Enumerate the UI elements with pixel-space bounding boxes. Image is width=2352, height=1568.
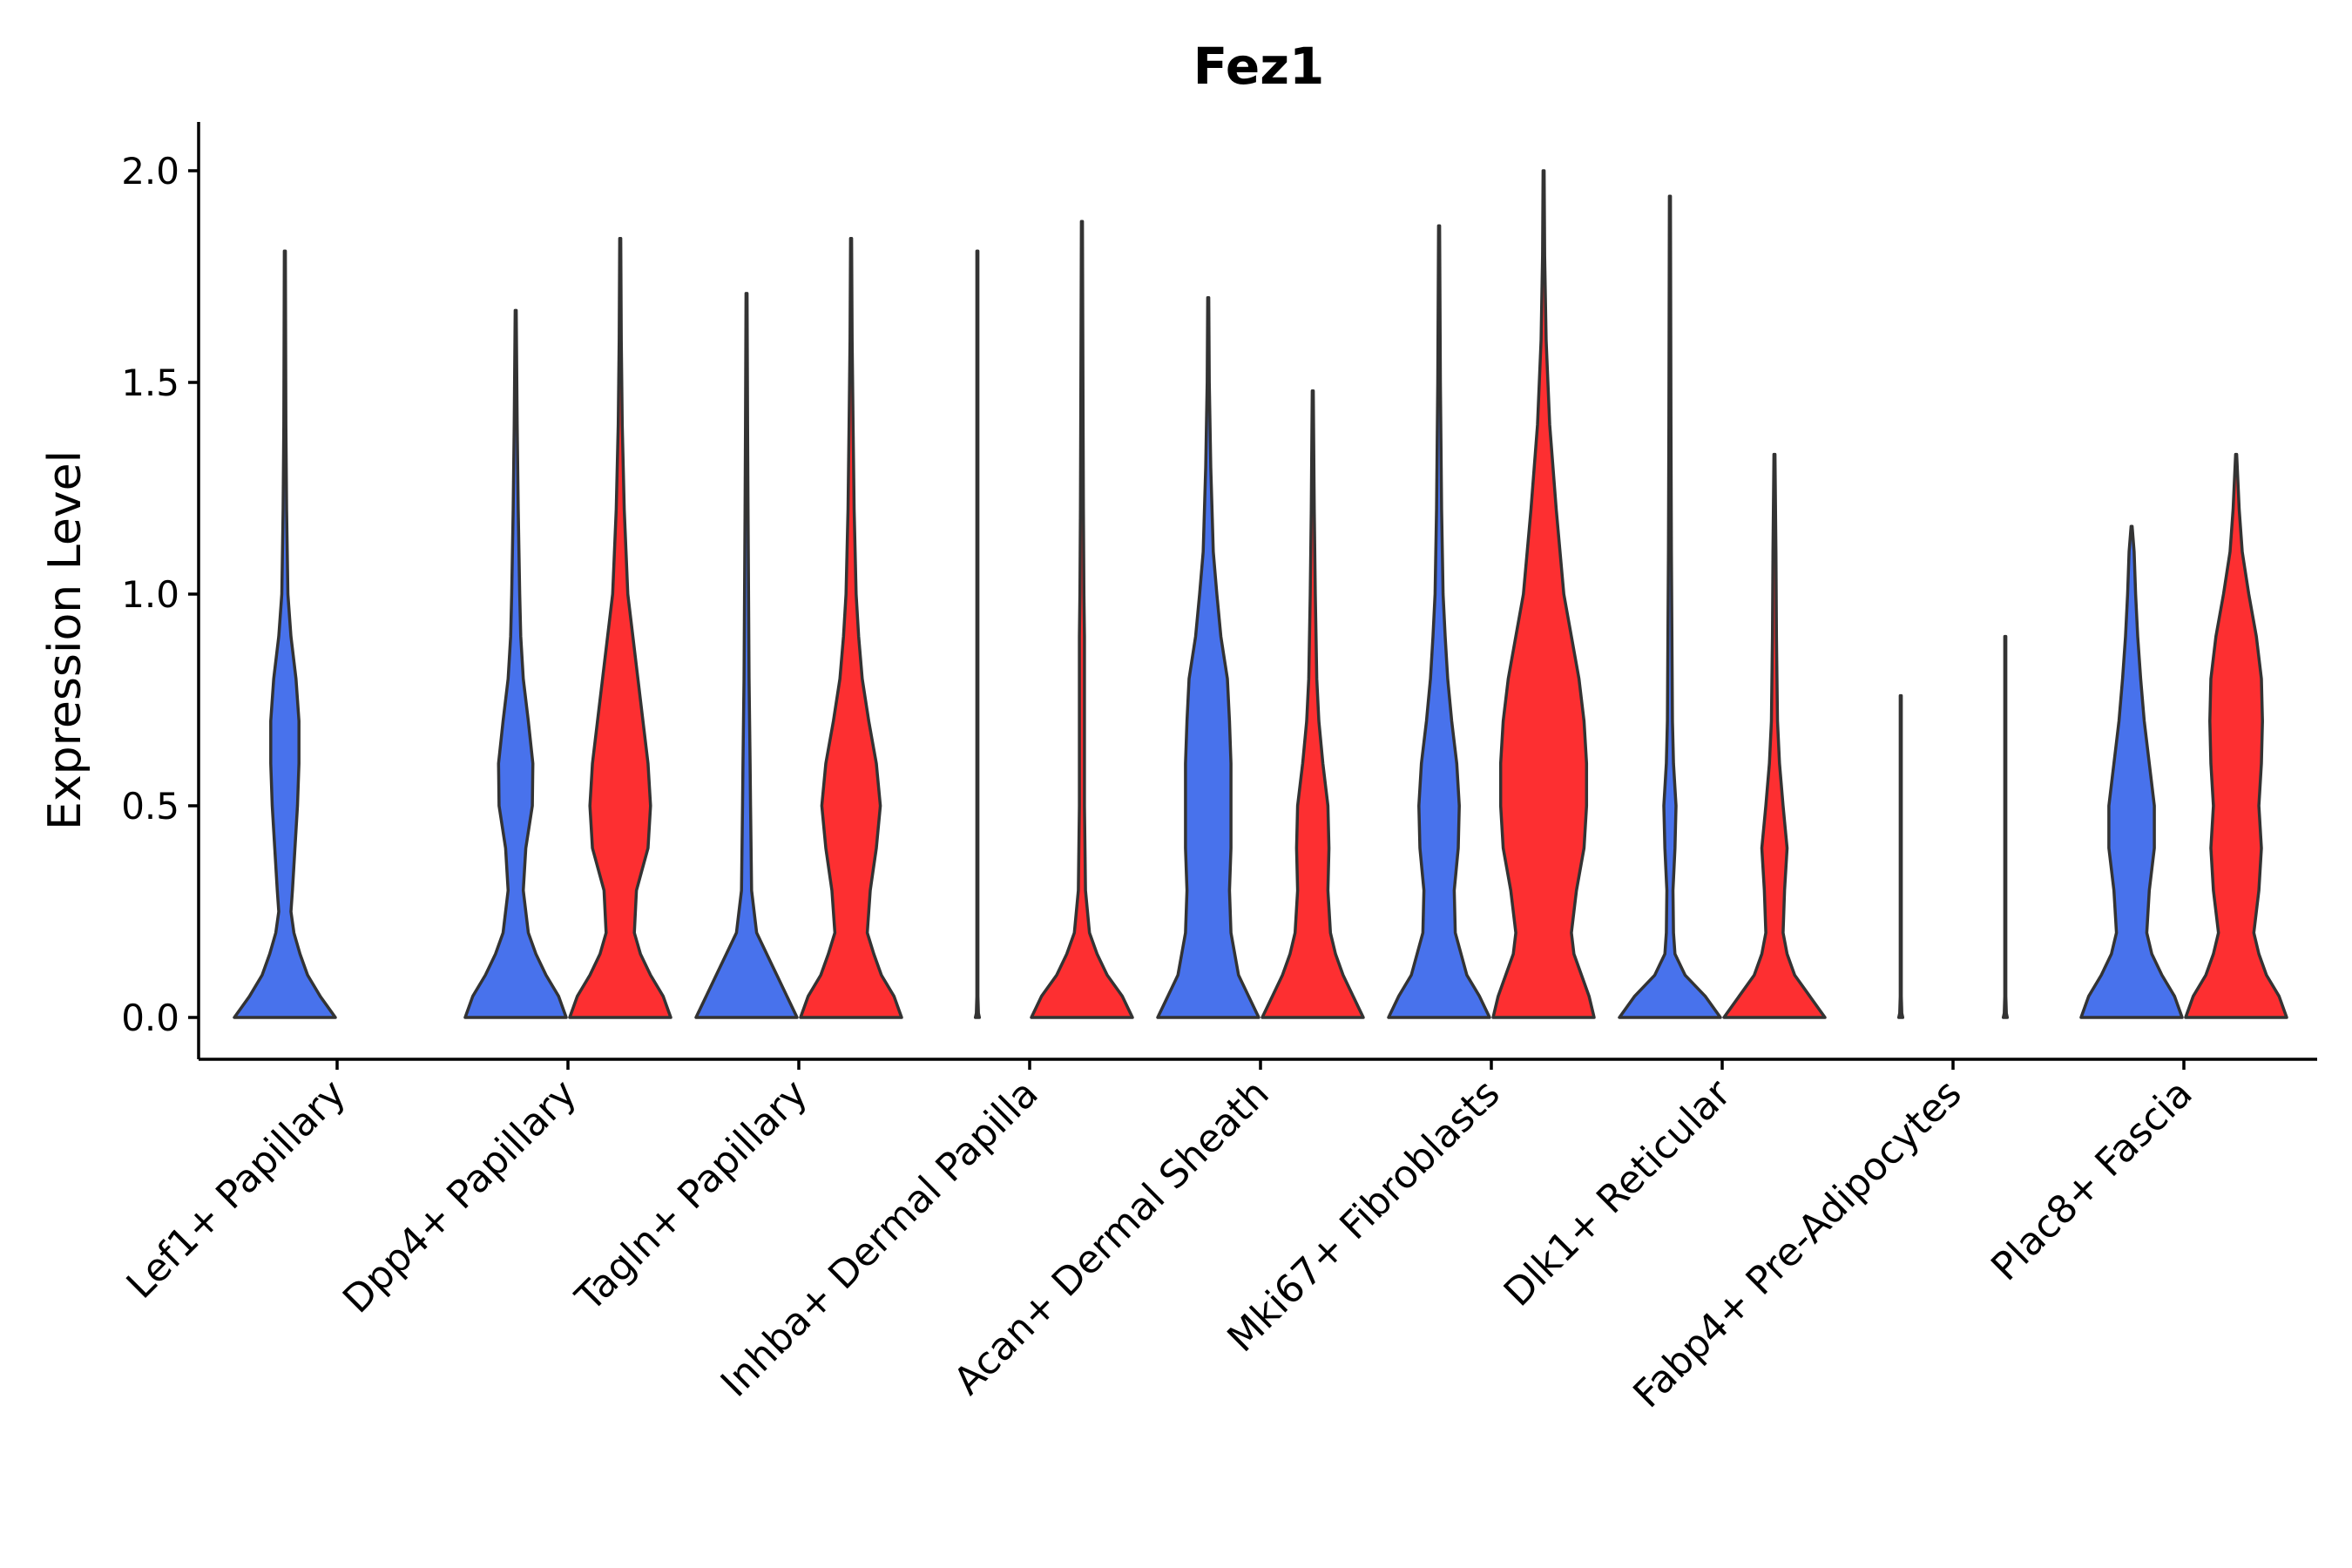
violin-group1-7 (1618, 194, 1722, 1019)
x-tick-label: Dlk1+ Reticular (1496, 1071, 1740, 1315)
axes-layer (197, 122, 2317, 1061)
violin-group2-2 (568, 237, 672, 1019)
y-tick-label: 2.0 (121, 150, 179, 193)
chart-title: Fez1 (1193, 37, 1325, 96)
x-tick-label: Lef1+ Papillary (118, 1071, 355, 1308)
violin-group1-2 (463, 308, 568, 1019)
y-tick-label: 0.5 (121, 785, 179, 828)
violin-group1-9 (2079, 524, 2184, 1019)
y-ticks-layer: 0.0 0.5 1.0 1.5 2.0 (121, 150, 199, 1039)
violin-group1-5 (1156, 296, 1260, 1019)
violin-group1-3 (694, 292, 799, 1019)
violin-group2-5 (1260, 389, 1365, 1019)
violin-group2-4 (1030, 220, 1134, 1019)
violin-group2-7 (1722, 452, 1827, 1019)
violin-group2-6 (1491, 169, 1596, 1019)
x-tick-label: Plac8+ Fascia (1983, 1071, 2201, 1290)
y-tick-label: 1.0 (121, 573, 179, 616)
violin-group2-8 (2001, 634, 2010, 1019)
y-tick-label: 1.5 (121, 362, 179, 404)
violin-group1-1 (233, 249, 337, 1019)
violin-group2-3 (799, 237, 903, 1019)
x-tick-label: Tagln+ Papillary (567, 1071, 816, 1321)
violin-group1-8 (1896, 693, 1905, 1019)
y-axis-label: Expression Level (39, 450, 91, 830)
violin-group2-9 (2184, 452, 2288, 1019)
violin-group1-4 (973, 249, 982, 1019)
y-tick-label: 0.0 (121, 997, 179, 1039)
violins-layer (233, 169, 2288, 1019)
x-tick-label: Dpp4+ Papillary (335, 1071, 585, 1322)
violin-group1-6 (1387, 224, 1491, 1019)
